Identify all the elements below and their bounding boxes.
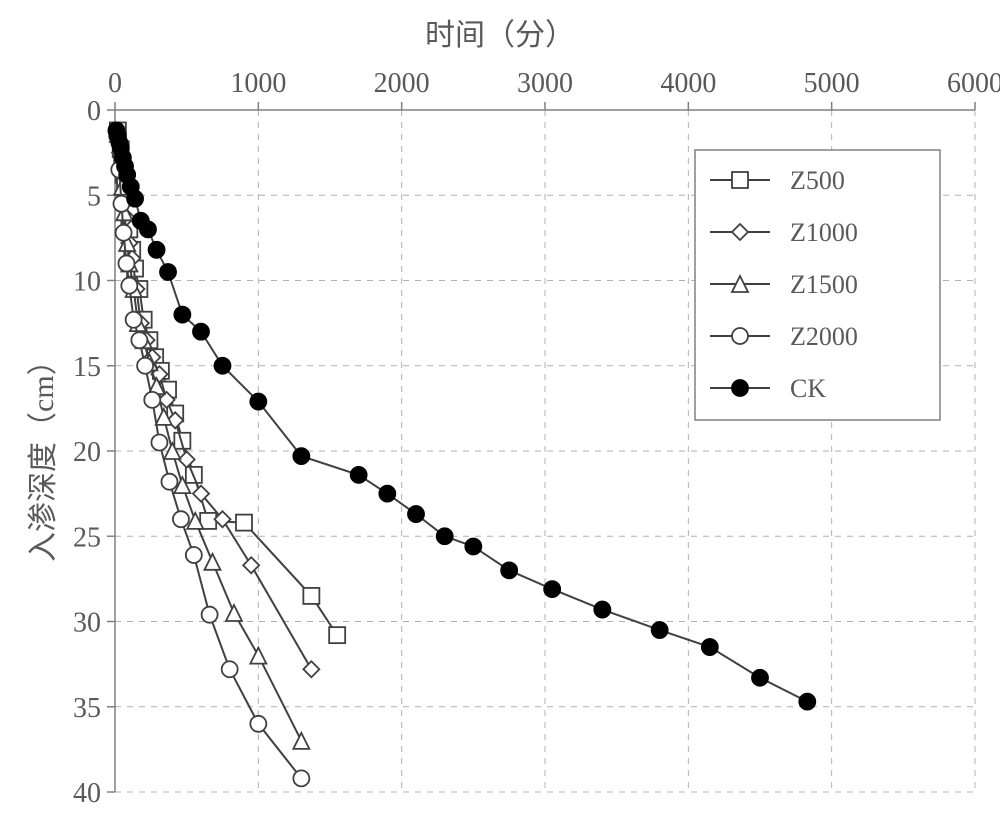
svg-text:1000: 1000 [230, 68, 286, 99]
svg-text:0: 0 [87, 96, 101, 127]
svg-text:35: 35 [73, 693, 101, 724]
svg-text:30: 30 [73, 608, 101, 639]
svg-text:10: 10 [73, 267, 101, 298]
svg-text:15: 15 [73, 352, 101, 383]
x-axis-title: 时间（分） [0, 10, 1000, 54]
svg-text:6000: 6000 [947, 68, 1000, 99]
svg-text:CK: CK [790, 374, 826, 403]
svg-text:3000: 3000 [517, 68, 573, 99]
svg-text:40: 40 [73, 778, 101, 809]
svg-text:Z1500: Z1500 [790, 270, 858, 299]
svg-text:5: 5 [87, 181, 101, 212]
y-axis-title: 入渗深度（cm） [18, 362, 62, 562]
svg-text:Z1000: Z1000 [790, 218, 858, 247]
svg-text:2000: 2000 [374, 68, 430, 99]
svg-text:0: 0 [108, 68, 122, 99]
svg-text:Z2000: Z2000 [790, 322, 858, 351]
chart-container: 时间（分） 入渗深度（cm） 0 1000 2000 3000 4000 5000 6000… [0, 0, 1000, 814]
svg-text:20: 20 [73, 437, 101, 468]
chart-svg: 0 1000 2000 3000 4000 5000 6000 0 5 10 15 20 25 30 35 4… [0, 0, 1000, 814]
svg-text:Z500: Z500 [790, 166, 845, 195]
svg-text:5000: 5000 [804, 68, 860, 99]
svg-text:25: 25 [73, 522, 101, 553]
svg-text:4000: 4000 [660, 68, 716, 99]
